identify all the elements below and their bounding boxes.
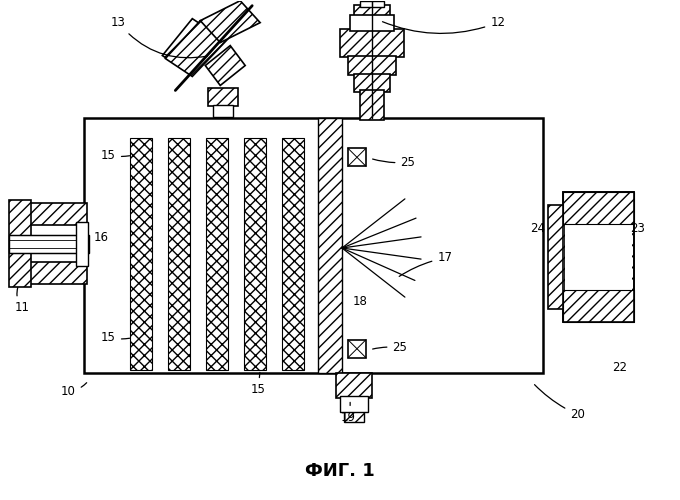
Bar bbox=[169, 138, 190, 370]
Bar bbox=[29, 203, 86, 225]
Text: 15: 15 bbox=[251, 372, 266, 396]
Text: 10: 10 bbox=[61, 382, 86, 398]
Bar bbox=[244, 138, 266, 370]
Bar bbox=[562, 192, 634, 322]
Text: 13: 13 bbox=[111, 16, 207, 58]
Bar bbox=[360, 90, 384, 120]
Bar bbox=[562, 192, 634, 322]
Bar bbox=[348, 340, 366, 357]
Bar bbox=[214, 106, 233, 118]
Text: 18: 18 bbox=[352, 296, 367, 308]
Text: 22: 22 bbox=[612, 361, 627, 374]
Text: 16: 16 bbox=[94, 230, 109, 243]
Text: ФИГ. 1: ФИГ. 1 bbox=[305, 462, 375, 480]
Text: 19: 19 bbox=[341, 402, 356, 424]
Bar bbox=[354, 4, 390, 16]
Text: 11: 11 bbox=[15, 288, 30, 314]
Bar bbox=[562, 192, 634, 224]
Bar bbox=[360, 0, 384, 6]
Text: 20: 20 bbox=[534, 384, 585, 421]
Bar bbox=[344, 410, 364, 422]
Bar bbox=[29, 262, 86, 284]
Bar bbox=[348, 148, 366, 166]
Bar bbox=[348, 56, 396, 76]
Text: 12: 12 bbox=[382, 16, 505, 34]
Text: 17: 17 bbox=[399, 252, 452, 276]
Bar bbox=[564, 205, 632, 305]
Bar bbox=[562, 290, 634, 322]
Polygon shape bbox=[165, 20, 228, 76]
Text: 24: 24 bbox=[530, 222, 545, 234]
Bar bbox=[75, 222, 88, 266]
Bar bbox=[336, 372, 372, 398]
Bar bbox=[9, 200, 31, 287]
Polygon shape bbox=[201, 0, 260, 42]
Text: 23: 23 bbox=[630, 222, 645, 234]
Bar bbox=[131, 138, 152, 370]
Polygon shape bbox=[205, 46, 245, 86]
Text: 25: 25 bbox=[373, 156, 415, 168]
Text: 15: 15 bbox=[101, 332, 130, 344]
Bar bbox=[318, 118, 342, 372]
Bar bbox=[350, 14, 394, 30]
Bar bbox=[206, 138, 228, 370]
Bar bbox=[354, 74, 390, 92]
Bar bbox=[547, 205, 564, 309]
Bar bbox=[208, 88, 238, 106]
Bar bbox=[340, 28, 404, 56]
Bar bbox=[340, 396, 368, 411]
Bar bbox=[282, 138, 304, 370]
Bar bbox=[9, 235, 88, 253]
Text: 25: 25 bbox=[373, 341, 407, 354]
Text: 15: 15 bbox=[101, 149, 130, 162]
Bar bbox=[84, 118, 543, 372]
Polygon shape bbox=[163, 18, 210, 68]
